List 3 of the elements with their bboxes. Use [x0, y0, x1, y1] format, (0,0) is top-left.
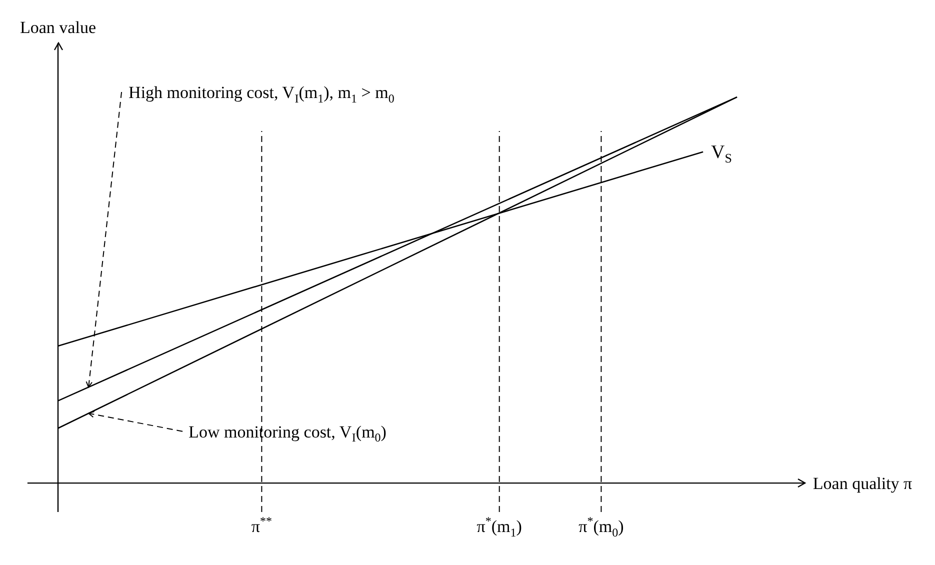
- x-axis-title: Loan quality π: [812, 474, 913, 494]
- x-tick-label: π**: [251, 514, 272, 536]
- y-axis-title: Loan value: [20, 18, 96, 37]
